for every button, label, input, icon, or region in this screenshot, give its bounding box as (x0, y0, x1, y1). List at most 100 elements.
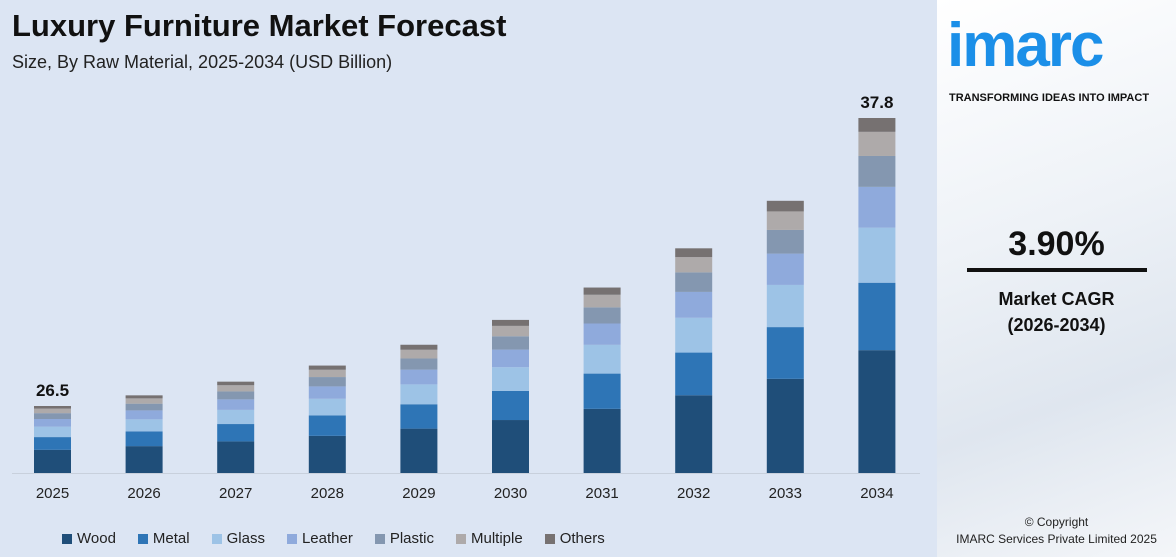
bar-segment-metal-2027 (217, 424, 255, 442)
bar-segment-plastic-2026 (125, 403, 163, 411)
bar-segment-leather-2034 (858, 186, 896, 228)
bar-segment-wood-2033 (766, 378, 804, 473)
legend-item-multiple: Multiple (456, 530, 523, 547)
x-tick-label: 2034 (860, 485, 893, 502)
bar-segment-others-2031 (583, 287, 621, 295)
bar-segment-plastic-2034 (858, 155, 896, 187)
bar-segment-leather-2028 (308, 386, 346, 399)
legend-swatch (62, 533, 72, 544)
chart-title: Luxury Furniture Market Forecast (12, 8, 507, 43)
bar-segment-others-2030 (492, 319, 529, 326)
legend-swatch (374, 533, 385, 544)
bar-segment-multiple-2026 (125, 398, 163, 404)
legend-item-leather: Leather (286, 530, 353, 547)
bar-segment-plastic-2029 (400, 358, 438, 370)
legend-item-plastic: Plastic (374, 530, 435, 547)
bar-segment-plastic-2028 (308, 377, 346, 387)
bar-segment-multiple-2028 (308, 369, 346, 378)
data-label: 26.5 (36, 381, 69, 400)
x-tick-label: 2028 (311, 485, 344, 502)
bar-segment-wood-2028 (308, 435, 346, 473)
bar-segment-wood-2027 (217, 441, 255, 473)
divider (967, 268, 1147, 272)
bar-segment-wood-2032 (675, 395, 713, 473)
bar-segment-wood-2030 (492, 420, 529, 473)
x-tick-label: 2029 (402, 485, 435, 502)
bar-segment-leather-2031 (583, 323, 621, 345)
bar-segment-metal-2031 (583, 373, 621, 409)
bar-segment-plastic-2025 (34, 413, 71, 419)
x-tick-label: 2033 (769, 485, 802, 502)
tagline: TRANSFORMING IDEAS INTO IMPACT (949, 92, 1150, 104)
bar-segment-wood-2025 (34, 449, 71, 473)
bar-segment-others-2034 (858, 118, 896, 132)
bar-segment-plastic-2027 (217, 391, 255, 400)
bar-segment-wood-2031 (583, 408, 621, 473)
bar-segment-metal-2029 (400, 404, 438, 429)
cagr-period: (2026-2034) (1007, 315, 1106, 335)
bar-segment-metal-2033 (766, 327, 804, 379)
legend-label: Others (559, 530, 605, 547)
cagr-value: 3.90% (1008, 225, 1105, 263)
stacked-bar-chart: 2025 26.5 2026 2027 2028 2029 2030 2031 2032 2033… (12, 93, 920, 502)
bar-segment-plastic-2032 (675, 272, 713, 292)
bar-segment-others-2032 (675, 248, 713, 258)
x-tick-label: 2026 (127, 485, 160, 502)
bar-segment-glass-2028 (308, 398, 346, 416)
bar-segment-wood-2026 (125, 446, 163, 473)
bar-segment-multiple-2027 (217, 385, 255, 392)
bar-segment-glass-2031 (583, 344, 621, 374)
chart-subtitle: Size, By Raw Material, 2025-2034 (USD Bi… (12, 52, 393, 72)
bar-segment-others-2026 (125, 395, 163, 399)
legend-swatch (456, 533, 467, 544)
bar-segment-plastic-2031 (583, 307, 621, 324)
bar-segment-multiple-2034 (858, 131, 896, 156)
bar-segment-others-2027 (217, 381, 255, 386)
bar-segment-multiple-2031 (583, 294, 621, 308)
bar-segment-multiple-2032 (675, 257, 713, 273)
bar-segment-leather-2030 (492, 349, 529, 368)
bar-segment-metal-2030 (492, 390, 529, 421)
legend-swatch (286, 533, 297, 544)
legend: Wood Metal Glass Leather Plastic Multiple Othe… (62, 530, 605, 547)
bar-segment-leather-2027 (217, 399, 255, 410)
bar-segment-others-2025 (34, 406, 71, 409)
bar-segment-leather-2029 (400, 369, 438, 385)
bar-segment-glass-2029 (400, 384, 438, 405)
bar-segment-glass-2034 (858, 227, 896, 283)
bar-segment-glass-2027 (217, 409, 255, 425)
bar-segment-glass-2030 (492, 367, 529, 391)
x-tick-label: 2030 (494, 485, 527, 502)
legend-item-metal: Metal (137, 530, 190, 547)
bar-segment-multiple-2030 (492, 325, 529, 337)
legend-swatch (137, 533, 148, 544)
legend-label: Leather (301, 530, 353, 547)
x-tick-label: 2025 (36, 485, 69, 502)
x-tick-label: 2032 (677, 485, 710, 502)
cagr-label: Market CAGR (998, 289, 1115, 309)
bar-segment-metal-2032 (675, 352, 713, 396)
bar-segment-multiple-2025 (34, 408, 71, 414)
bar-segment-others-2029 (400, 344, 438, 350)
bar-segment-wood-2029 (400, 428, 438, 473)
legend-swatch (544, 533, 555, 544)
bar-segment-metal-2025 (34, 437, 71, 450)
legend-label: Wood (77, 530, 116, 547)
legend-label: Plastic (389, 530, 435, 547)
bar-segment-metal-2028 (308, 415, 346, 436)
legend-label: Metal (152, 530, 190, 547)
bar-segment-glass-2032 (675, 317, 713, 353)
bar-segment-leather-2033 (766, 253, 804, 285)
bar-segment-multiple-2029 (400, 349, 438, 359)
bar-segment-metal-2026 (125, 431, 163, 447)
bar-segment-glass-2025 (34, 426, 71, 438)
bar-segment-multiple-2033 (766, 211, 804, 230)
chart-area: Luxury Furniture Market Forecast Size, B… (12, 8, 920, 547)
bar-segment-glass-2026 (125, 419, 163, 432)
legend-item-glass: Glass (211, 530, 265, 547)
x-tick-label: 2031 (585, 485, 618, 502)
copyright: © Copyright IMARC Services Private Limit… (937, 514, 1176, 548)
copyright-text: © Copyright (1024, 515, 1089, 529)
bar-segment-glass-2033 (766, 284, 804, 328)
bar-segment-leather-2032 (675, 291, 713, 318)
